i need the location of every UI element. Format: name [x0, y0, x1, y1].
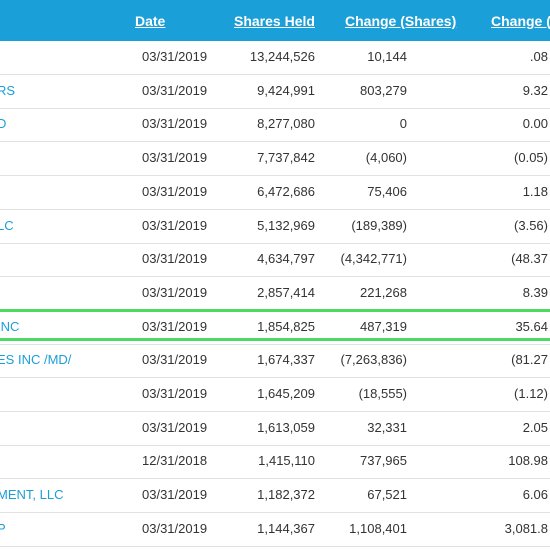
holder-name-link[interactable]: MENT, LLC	[0, 487, 64, 503]
change-shares-cell: (7,263,836)	[340, 352, 408, 368]
table-row: P 03/31/2019 1,144,367 1,108,401 3,081.8	[0, 512, 550, 547]
table-header: Date Shares Held Change (Shares) Change …	[0, 0, 550, 41]
holder-name-link[interactable]: INC	[0, 318, 20, 334]
date-cell: 03/31/2019	[142, 116, 208, 132]
shares-held-cell: 1,645,209	[257, 386, 315, 401]
shares-held-cell: 13,244,526	[249, 49, 315, 64]
date-cell: 03/31/2019	[142, 251, 208, 267]
date-cell: 03/31/2019	[142, 284, 208, 300]
shares-held-cell: 5,132,969	[257, 217, 315, 233]
shares-held-cell: 8,277,080	[257, 116, 315, 132]
date-cell: 03/31/2019	[142, 386, 208, 401]
shares-held-cell: 1,182,372	[257, 487, 315, 503]
shares-held-cell: 7,737,842	[257, 150, 315, 166]
change-shares-cell: 487,319	[360, 318, 407, 334]
shares-held-cell: 9,424,991	[257, 82, 315, 98]
change-percent-cell: (3.56)	[514, 217, 548, 233]
table-row: 12/31/2018 1,415,110 737,965 108.98	[0, 444, 550, 480]
change-shares-cell: 0	[399, 116, 407, 132]
shares-held-cell: 1,854,825	[257, 318, 315, 334]
change-percent-cell: 35.64	[515, 318, 548, 334]
table-row: D 03/31/2019 8,277,080 0 0.00	[0, 107, 550, 143]
change-percent-column-header[interactable]: Change (%	[491, 13, 550, 29]
holder-name-link[interactable]: RS	[0, 82, 16, 98]
change-shares-cell: 803,279	[360, 82, 407, 98]
date-cell: 03/31/2019	[142, 49, 208, 64]
change-percent-cell: (48.37	[511, 251, 548, 267]
shares-held-cell: 1,415,110	[258, 453, 315, 469]
change-shares-cell: (4,342,771)	[340, 251, 408, 267]
change-percent-cell: 1.18	[522, 183, 548, 199]
table-row: 03/31/2019 4,634,797 (4,342,771) (48.37	[0, 242, 550, 278]
shares-held-cell: 1,674,337	[257, 352, 315, 368]
date-cell: 12/31/2018	[142, 453, 208, 469]
shares-held-cell: 1,613,059	[257, 419, 315, 435]
change-percent-cell: 6.06	[522, 487, 548, 503]
shares-held-cell: 4,634,797	[257, 251, 315, 267]
change-shares-cell: (4,060)	[365, 150, 407, 166]
shares-held-cell: 6,472,686	[257, 183, 315, 199]
shares-held-cell: 2,857,414	[257, 284, 315, 300]
holder-name-link[interactable]: D	[0, 116, 7, 132]
table-row: 03/31/2019 1,613,059 32,331 2.05	[0, 411, 550, 446]
change-shares-cell: (18,555)	[358, 386, 407, 401]
date-cell: 03/31/2019	[142, 419, 208, 435]
table-row: 03/31/2019 6,472,686 75,406 1.18	[0, 175, 550, 210]
change-percent-cell: (1.12)	[514, 386, 548, 401]
change-shares-cell: (189,389)	[351, 217, 407, 233]
date-cell: 03/31/2019	[142, 150, 208, 166]
holder-name-link[interactable]: LC	[0, 217, 14, 233]
change-percent-cell: .08	[529, 49, 548, 64]
holder-name-link[interactable]: P	[0, 520, 6, 536]
holder-name-link[interactable]: ES INC /MD/	[0, 352, 72, 368]
highlight-border-top	[0, 309, 550, 312]
change-percent-cell: 0.00	[522, 116, 548, 132]
date-cell: 03/31/2019	[142, 183, 208, 199]
highlight-border-bottom	[0, 338, 550, 341]
table-row: ES INC /MD/03/31/2019 1,674,337 (7,263,836…	[0, 343, 550, 379]
table-row: MENT, LLC 03/31/2019 1,182,372 67,521 6.06	[0, 478, 550, 514]
change-percent-cell: 9.32	[522, 82, 548, 98]
change-shares-cell: 737,965	[360, 453, 407, 469]
table-row: 03/31/2019 2,857,414 221,268 8.39	[0, 276, 550, 311]
change-percent-cell: 2.05	[522, 419, 548, 435]
table-row: RS 03/31/2019 9,424,991 803,279 9.32	[0, 74, 550, 109]
table-row: 03/31/2019 13,244,526 10,144 .08	[0, 40, 550, 75]
table-row: 03/31/2019 7,737,842 (4,060) (0.05)	[0, 141, 550, 177]
change-percent-cell: 8.39	[522, 284, 548, 300]
shares-held-column-header[interactable]: Shares Held	[234, 13, 315, 29]
date-cell: 03/31/2019	[142, 318, 208, 334]
change-shares-cell: 221,268	[360, 284, 407, 300]
date-cell: 03/31/2019	[142, 352, 208, 368]
table-row: LC 03/31/2019 5,132,969 (189,389) (3.56)	[0, 209, 550, 244]
table-row: 03/31/2019 1,645,209 (18,555) (1.12)	[0, 377, 550, 412]
change-shares-cell: 10,144	[367, 49, 407, 64]
change-shares-cell: 1,108,401	[349, 520, 407, 536]
change-shares-cell: 75,406	[367, 183, 407, 199]
date-cell: 03/31/2019	[142, 487, 208, 503]
change-shares-cell: 67,521	[367, 487, 407, 503]
change-shares-cell: 32,331	[367, 419, 407, 435]
date-cell: 03/31/2019	[142, 82, 208, 98]
change-shares-column-header[interactable]: Change (Shares)	[345, 13, 457, 29]
change-percent-cell: 108.98	[508, 453, 548, 469]
change-percent-cell: (0.05)	[514, 150, 548, 166]
change-percent-cell: 3,081.8	[504, 520, 548, 536]
date-column-header[interactable]: Date	[135, 13, 166, 29]
change-percent-cell: (81.27	[511, 352, 548, 368]
date-cell: 03/31/2019	[142, 217, 208, 233]
table-row: INC 03/31/2019 1,854,825 487,319 35.64	[0, 310, 550, 345]
date-cell: 03/31/2019	[142, 520, 208, 536]
shares-held-cell: 1,144,367	[257, 520, 315, 536]
